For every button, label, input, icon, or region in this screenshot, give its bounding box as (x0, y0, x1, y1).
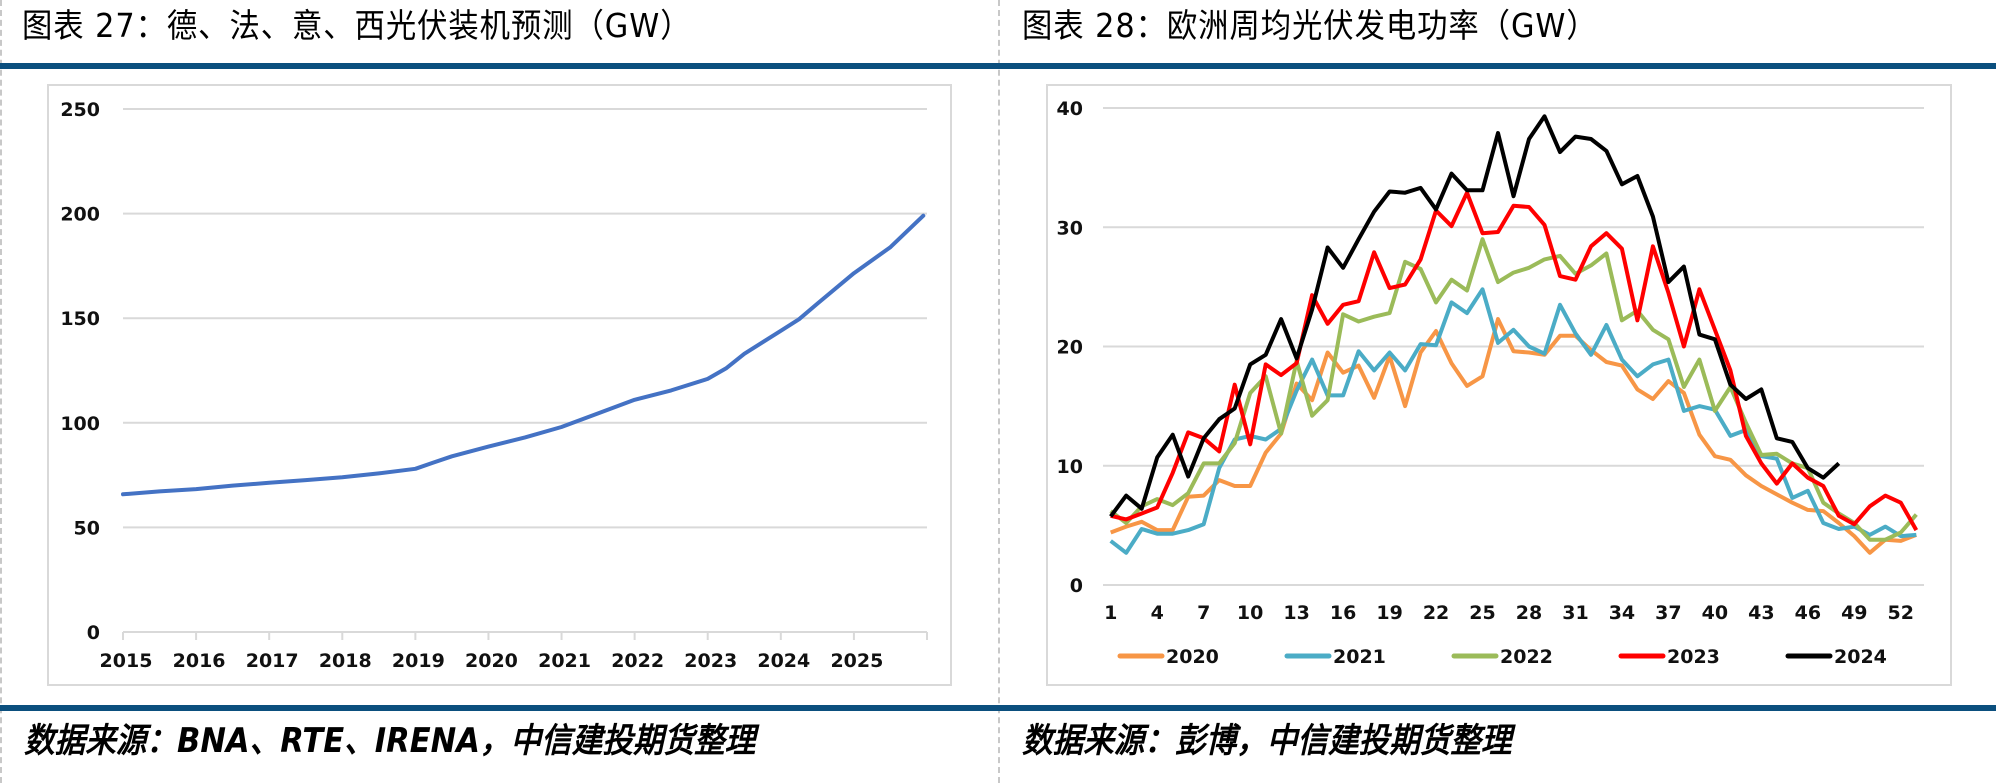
legend-label: 2024 (1834, 646, 1887, 668)
x-tick-label: 49 (1841, 602, 1867, 624)
y-tick-label: 10 (1057, 456, 1083, 478)
legend-label: 2021 (1333, 646, 1386, 668)
x-tick-label: 2025 (830, 650, 883, 672)
x-tick-label: 2022 (611, 650, 664, 672)
legend-label: 2020 (1166, 646, 1219, 668)
x-tick-label: 2021 (538, 650, 591, 672)
legend-item-2023: 2023 (1618, 646, 1720, 668)
x-tick-label: 22 (1423, 602, 1449, 624)
x-tick-label: 34 (1609, 602, 1635, 624)
x-tick-label: 25 (1469, 602, 1495, 624)
y-tick-label: 200 (60, 204, 100, 226)
x-tick-label: 2023 (684, 650, 737, 672)
y-tick-label: 20 (1057, 337, 1083, 359)
x-tick-label: 2015 (100, 650, 153, 672)
legend-label: 2023 (1667, 646, 1720, 668)
x-tick-label: 46 (1795, 602, 1821, 624)
x-tick-label: 2019 (392, 650, 445, 672)
x-tick-label: 40 (1702, 602, 1728, 624)
left-panel-border (0, 0, 2, 783)
y-tick-label: 0 (87, 622, 100, 644)
series-line-installed-capacity (121, 213, 926, 497)
x-tick-label: 2024 (757, 650, 810, 672)
y-tick-label: 30 (1057, 217, 1083, 239)
x-tick-label: 31 (1562, 602, 1588, 624)
x-tick-label: 16 (1330, 602, 1356, 624)
header-rule (0, 63, 1996, 69)
series-line-2023 (1110, 190, 1919, 532)
x-tick-label: 2020 (465, 650, 518, 672)
legend-item-2021: 2021 (1284, 646, 1386, 668)
chart-27-source: 数据来源：BNA、RTE、IRENA，中信建投期货整理 (24, 721, 756, 761)
panel-divider (998, 0, 1000, 783)
x-tick-label: 43 (1748, 602, 1774, 624)
x-tick-label: 2018 (319, 650, 372, 672)
y-tick-label: 250 (60, 99, 100, 121)
series-line-2022 (1109, 237, 1918, 542)
y-tick-label: 100 (60, 413, 100, 435)
legend-item-2024: 2024 (1785, 646, 1887, 668)
legend-item-2020: 2020 (1117, 646, 1219, 668)
chart-28-source: 数据来源：彭博，中信建投期货整理 (1022, 721, 1512, 761)
y-tick-label: 0 (1070, 575, 1083, 597)
x-tick-label: 7 (1197, 602, 1210, 624)
x-tick-label: 52 (1888, 602, 1914, 624)
x-tick-label: 19 (1376, 602, 1402, 624)
x-tick-label: 1 (1104, 602, 1117, 624)
x-tick-label: 2017 (246, 650, 299, 672)
chart-27-title: 图表 27：德、法、意、西光伏装机预测（GW） (22, 6, 692, 45)
series-line-2024 (1109, 114, 1841, 518)
x-tick-label: 10 (1237, 602, 1263, 624)
legend-item-2022: 2022 (1451, 646, 1553, 668)
y-tick-label: 50 (74, 517, 100, 539)
x-tick-label: 2016 (173, 650, 226, 672)
x-tick-label: 37 (1655, 602, 1681, 624)
chart-27-frame (47, 84, 952, 686)
y-tick-label: 40 (1057, 98, 1083, 120)
footer-rule (0, 705, 1996, 711)
chart-28-title: 图表 28：欧洲周均光伏发电功率（GW） (1022, 6, 1598, 45)
series-line-2021 (1109, 287, 1917, 555)
x-tick-label: 28 (1516, 602, 1542, 624)
legend-label: 2022 (1500, 646, 1553, 668)
y-tick-label: 150 (60, 308, 100, 330)
series-line-2020 (1109, 317, 1918, 555)
x-tick-label: 4 (1151, 602, 1164, 624)
x-tick-label: 13 (1283, 602, 1309, 624)
